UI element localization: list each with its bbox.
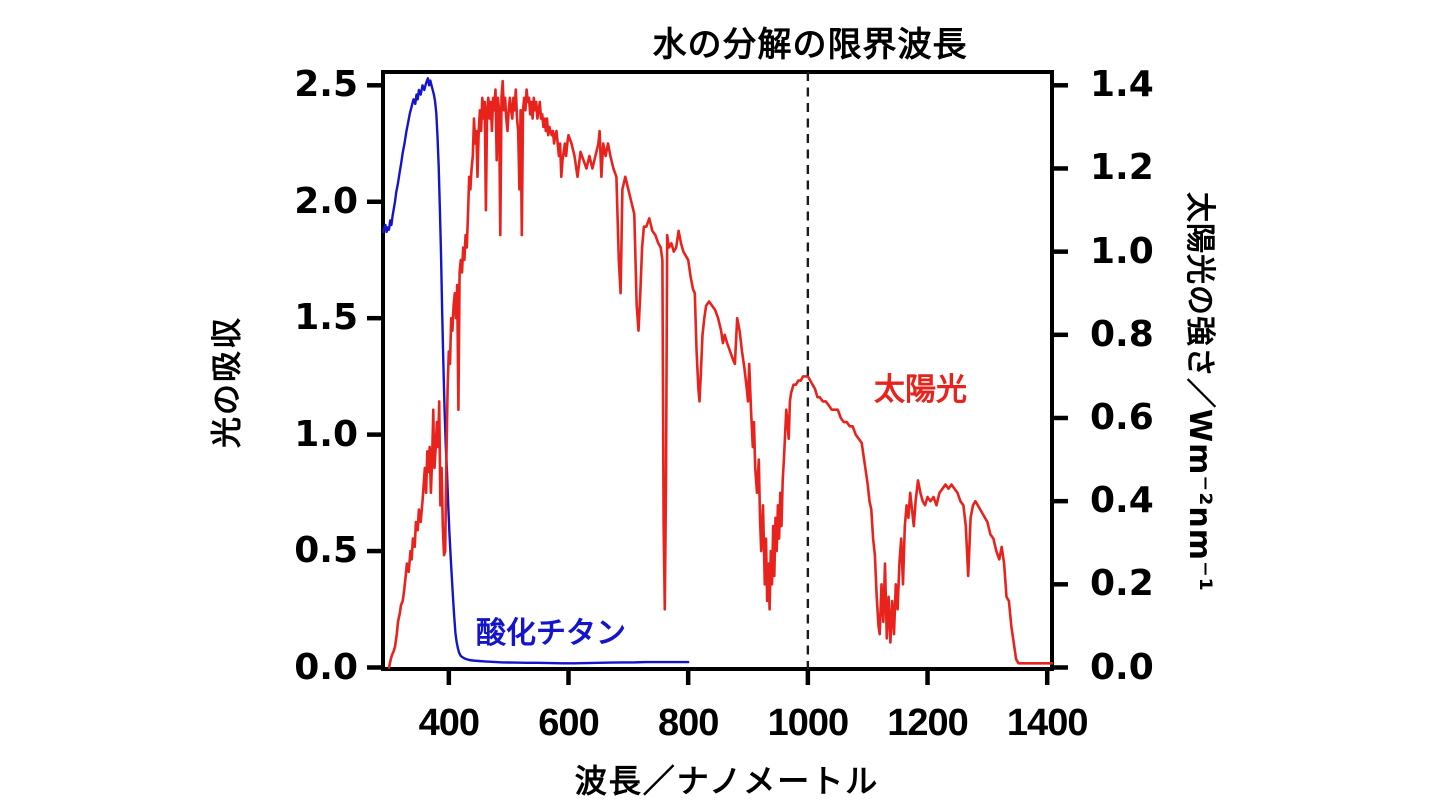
y-right-tick-label: 0.6: [1090, 396, 1154, 438]
y-left-tick-label: 2.0: [294, 180, 358, 222]
curve-sunlight: [387, 79, 1054, 669]
y-right-tick-label: 1.2: [1090, 147, 1154, 189]
y-right-tick-label: 0.4: [1090, 480, 1154, 522]
y-right-tick-label: 0.2: [1090, 563, 1154, 605]
plot-frame: [381, 70, 1054, 671]
y-left-tick-label: 2.5: [294, 64, 358, 106]
chart-title: 水の分解の限界波長: [652, 25, 968, 65]
x-tick-label: 400: [418, 702, 480, 744]
curve-titanium-oxide: [381, 77, 690, 665]
x-tick-label: 600: [538, 702, 599, 744]
y-left-tick-label: 0.0: [294, 646, 358, 688]
series-label-titanium-oxide: 酸化チタン: [476, 616, 626, 651]
x-tick-label: 800: [657, 702, 719, 744]
y-right-tick-label: 0.8: [1090, 313, 1154, 355]
x-axis-title: 波長／ナノメートル: [574, 762, 880, 800]
y-right-tick-label: 1.0: [1090, 230, 1154, 272]
x-tick-label: 1200: [887, 702, 969, 744]
y-left-tick-label: 0.5: [294, 530, 358, 572]
y-left-tick-label: 1.5: [294, 297, 358, 339]
y-right-tick-label: 0.0: [1090, 646, 1154, 688]
y-left-tick-label: 1.0: [294, 413, 358, 455]
x-tick-label: 1400: [1006, 702, 1089, 744]
x-tick-label: 1000: [767, 702, 850, 744]
series-label-sunlight: 太陽光: [874, 372, 967, 408]
y-right-tick-label: 1.4: [1090, 64, 1154, 106]
